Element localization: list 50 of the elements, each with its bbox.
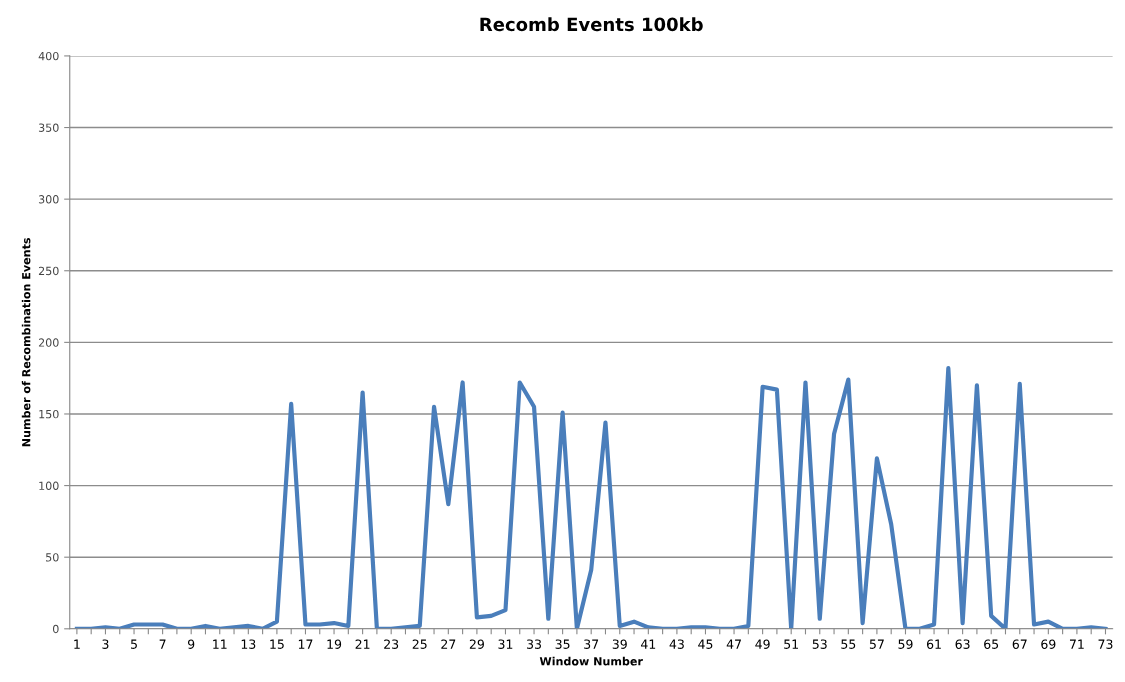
- x-tick-label: 17: [298, 639, 313, 649]
- x-tick-label: 27: [441, 639, 456, 649]
- x-tick-label: 69: [1041, 639, 1056, 649]
- x-tick-label: 45: [698, 639, 713, 649]
- x-tick-label: 35: [555, 639, 570, 649]
- y-tick-label: 350: [38, 123, 59, 132]
- x-tick-label: 67: [1012, 639, 1027, 649]
- x-tick-label: 71: [1069, 639, 1084, 649]
- x-tick-label: 21: [355, 639, 370, 649]
- x-tick-label: 57: [869, 639, 884, 649]
- x-tick-label: 9: [187, 639, 195, 649]
- x-tick-label: 39: [612, 639, 627, 649]
- x-tick-label: 19: [327, 639, 342, 649]
- x-tick-label: 25: [412, 639, 427, 649]
- x-tick-label: 23: [384, 639, 399, 649]
- x-tick-label: 41: [640, 639, 656, 649]
- x-tick-label: 53: [812, 639, 827, 649]
- x-tick-label: 33: [527, 639, 541, 649]
- chart-title: Recomb Events 100kb: [480, 17, 703, 32]
- x-tick-label: 37: [584, 639, 599, 649]
- x-tick-label: 49: [755, 639, 770, 649]
- x-tick-label: 3: [102, 639, 109, 649]
- y-tick-label: 400: [38, 51, 59, 61]
- y-tick-label: 0: [53, 624, 59, 634]
- x-tick-label: 65: [984, 639, 999, 649]
- line-series: [74, 366, 1108, 629]
- x-tick-label: 1: [74, 639, 80, 649]
- x-tick-label: 47: [726, 639, 741, 649]
- x-tick-label: 5: [131, 639, 137, 649]
- x-tick-label: 31: [498, 639, 513, 649]
- x-tick-label: 73: [1098, 639, 1113, 649]
- x-tick-label: 51: [784, 639, 798, 649]
- x-tick-label: 59: [898, 639, 913, 649]
- x-tick-label: 11: [213, 639, 227, 649]
- x-tick-label: 15: [270, 639, 284, 649]
- y-tick-label: 200: [38, 338, 59, 347]
- x-tick-label: 61: [926, 639, 941, 649]
- y-tick-label: 50: [46, 553, 59, 562]
- x-tick-label: 29: [469, 639, 484, 649]
- y-tick-label: 300: [38, 195, 59, 204]
- x-tick-label: 7: [159, 639, 166, 649]
- x-tick-label: 63: [955, 639, 970, 649]
- x-tick-label: 43: [669, 639, 684, 649]
- x-tick-label: 13: [241, 639, 256, 649]
- x-axis-title: Window Number: [539, 656, 643, 666]
- y-tick-label: 250: [38, 266, 59, 276]
- x-tick-label: 55: [841, 639, 856, 649]
- y-axis-title: Number of Recombination Events: [21, 238, 31, 447]
- y-tick-label: 150: [39, 409, 59, 419]
- y-tick-label: 100: [39, 481, 59, 490]
